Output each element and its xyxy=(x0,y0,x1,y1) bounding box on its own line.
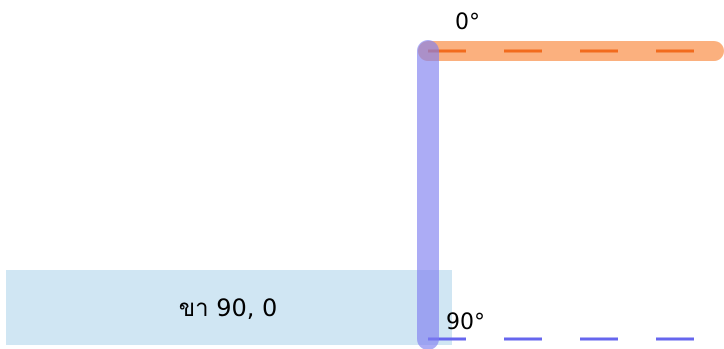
caption-box xyxy=(6,270,452,345)
caption-text: ขา 90, 0 xyxy=(179,294,278,322)
top-angle-label: 0° xyxy=(455,10,480,35)
bottom-angle-label: 90° xyxy=(446,310,485,335)
